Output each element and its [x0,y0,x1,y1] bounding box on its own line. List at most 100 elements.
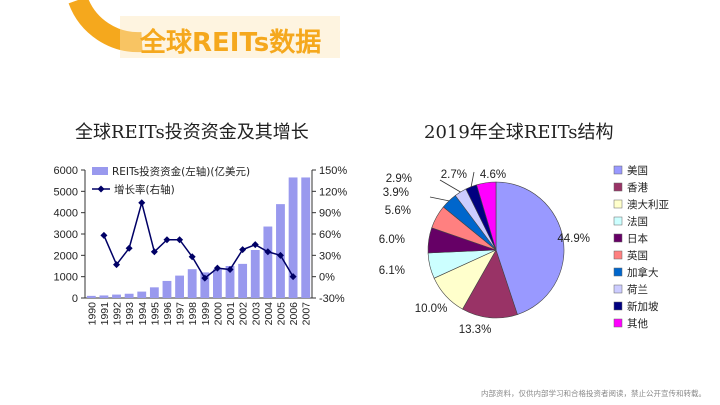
growth-rate-point [213,264,221,272]
right-tick-label: 120% [319,186,347,198]
legend-line-marker [97,185,105,193]
pie-leader-line [439,179,461,193]
pie-data-label: 3.9% [383,187,409,199]
x-tick-label: 1990 [86,302,98,326]
legend-label: 新加坡 [627,300,659,313]
bar [162,280,172,298]
growth-rate-point [150,248,158,256]
x-tick-label: 1998 [187,302,199,326]
x-tick-label: 1999 [200,302,212,326]
growth-rate-point [289,273,297,281]
bar [99,295,109,298]
legend-label: 荷兰 [627,283,648,296]
pie-leader-line [429,196,450,202]
legend-swatch [613,165,623,175]
left-tick-label: 6000 [54,165,78,177]
page-title: 全球REITs数据 [140,28,322,58]
growth-rate-line [103,199,294,280]
pie-data-label: 2.9% [386,173,412,185]
x-tick-label: 1994 [137,302,149,326]
x-tick-label: 2002 [238,302,250,326]
x-tick-label: 1992 [112,302,124,326]
right-tick-label: 0% [319,272,335,284]
bar [250,250,260,298]
right-tick-label: 30% [319,250,341,262]
pie-data-label: 2.7% [441,169,467,181]
bar [137,291,147,298]
legend-swatch [613,233,623,243]
x-tick-label: 2005 [275,302,287,326]
pie-leader-line [470,171,475,187]
right-tick-label: -30% [319,293,345,305]
legend-swatch [613,301,623,311]
title-decoration [68,0,340,58]
title-highlight [120,16,340,58]
left-tick-label: 0 [72,293,78,305]
pie-data-label: 6.0% [379,234,405,246]
bar [187,269,197,298]
pie-data-label: 4.6% [480,169,506,181]
bar [288,177,298,298]
pie-data-label: 10.0% [415,303,448,315]
left-tick-label: 3000 [54,229,78,241]
growth-rate-point [201,274,209,282]
growth-rate-point [188,253,196,261]
legend-swatch [613,267,623,277]
bar [149,287,159,298]
x-tick-label: 2001 [225,302,237,326]
growth-rate-point [125,244,133,252]
right-tick-label: 90% [319,208,341,220]
pie-data-label: 6.1% [379,265,405,277]
right-tick-label: 60% [319,229,341,241]
bar [238,263,248,298]
pie-slice [495,181,565,315]
legend-bar-swatch [92,167,108,175]
pie-data-label: 5.6% [385,205,411,217]
bar [213,269,222,298]
left-tick-label: 1000 [54,272,78,284]
legend-swatch [613,318,623,328]
x-tick-label: 1995 [149,302,161,326]
pie-data-label: 44.9% [557,233,590,245]
left-tick-label: 5000 [54,186,78,198]
legend-swatch [613,199,623,209]
legend-label: 英国 [627,249,648,262]
growth-rate-point [138,199,146,207]
x-tick-label: 1996 [162,302,174,326]
growth-rate-point [276,251,284,259]
legend-label: 美国 [627,164,648,177]
title-bar: 全球REITs数据 [0,0,720,76]
legend-label: 澳大利亚 [627,198,669,211]
legend-bar-label: REITs投资资金(左轴)(亿美元) [112,165,250,178]
legend-swatch [613,216,623,226]
growth-rate-point [239,246,247,254]
x-tick-label: 1997 [175,302,187,326]
orange-arc-decoration [68,0,143,53]
legend-label: 加拿大 [627,266,659,279]
bar [276,204,285,298]
x-tick-label: 2004 [263,302,275,326]
bar [263,226,273,298]
legend-swatch [613,182,623,192]
legend-label: 香港 [627,182,648,194]
x-tick-label: 1991 [99,302,111,326]
footer-note: 内部资料，仅供内部学习和合格投资者阅读，禁止公开宣传和转载。 [481,389,706,398]
right-tick-label: 150% [319,165,347,177]
growth-rate-point [176,236,184,244]
pie-slice [476,181,497,251]
x-tick-label: 2006 [288,302,300,326]
bar-chart-title: 全球REITs投资资金及其增长 [75,122,309,143]
growth-rate-point [251,241,259,249]
bar [124,293,134,298]
bar [200,272,210,298]
growth-rate-point [226,266,234,274]
bar [301,177,311,298]
legend-line-label: 增长率(右轴) [114,183,175,196]
pie-data-label: 13.3% [459,324,492,336]
left-tick-label: 4000 [54,208,78,220]
legend-swatch [613,284,623,294]
legend-label: 其他 [627,317,648,330]
bar [175,275,184,298]
